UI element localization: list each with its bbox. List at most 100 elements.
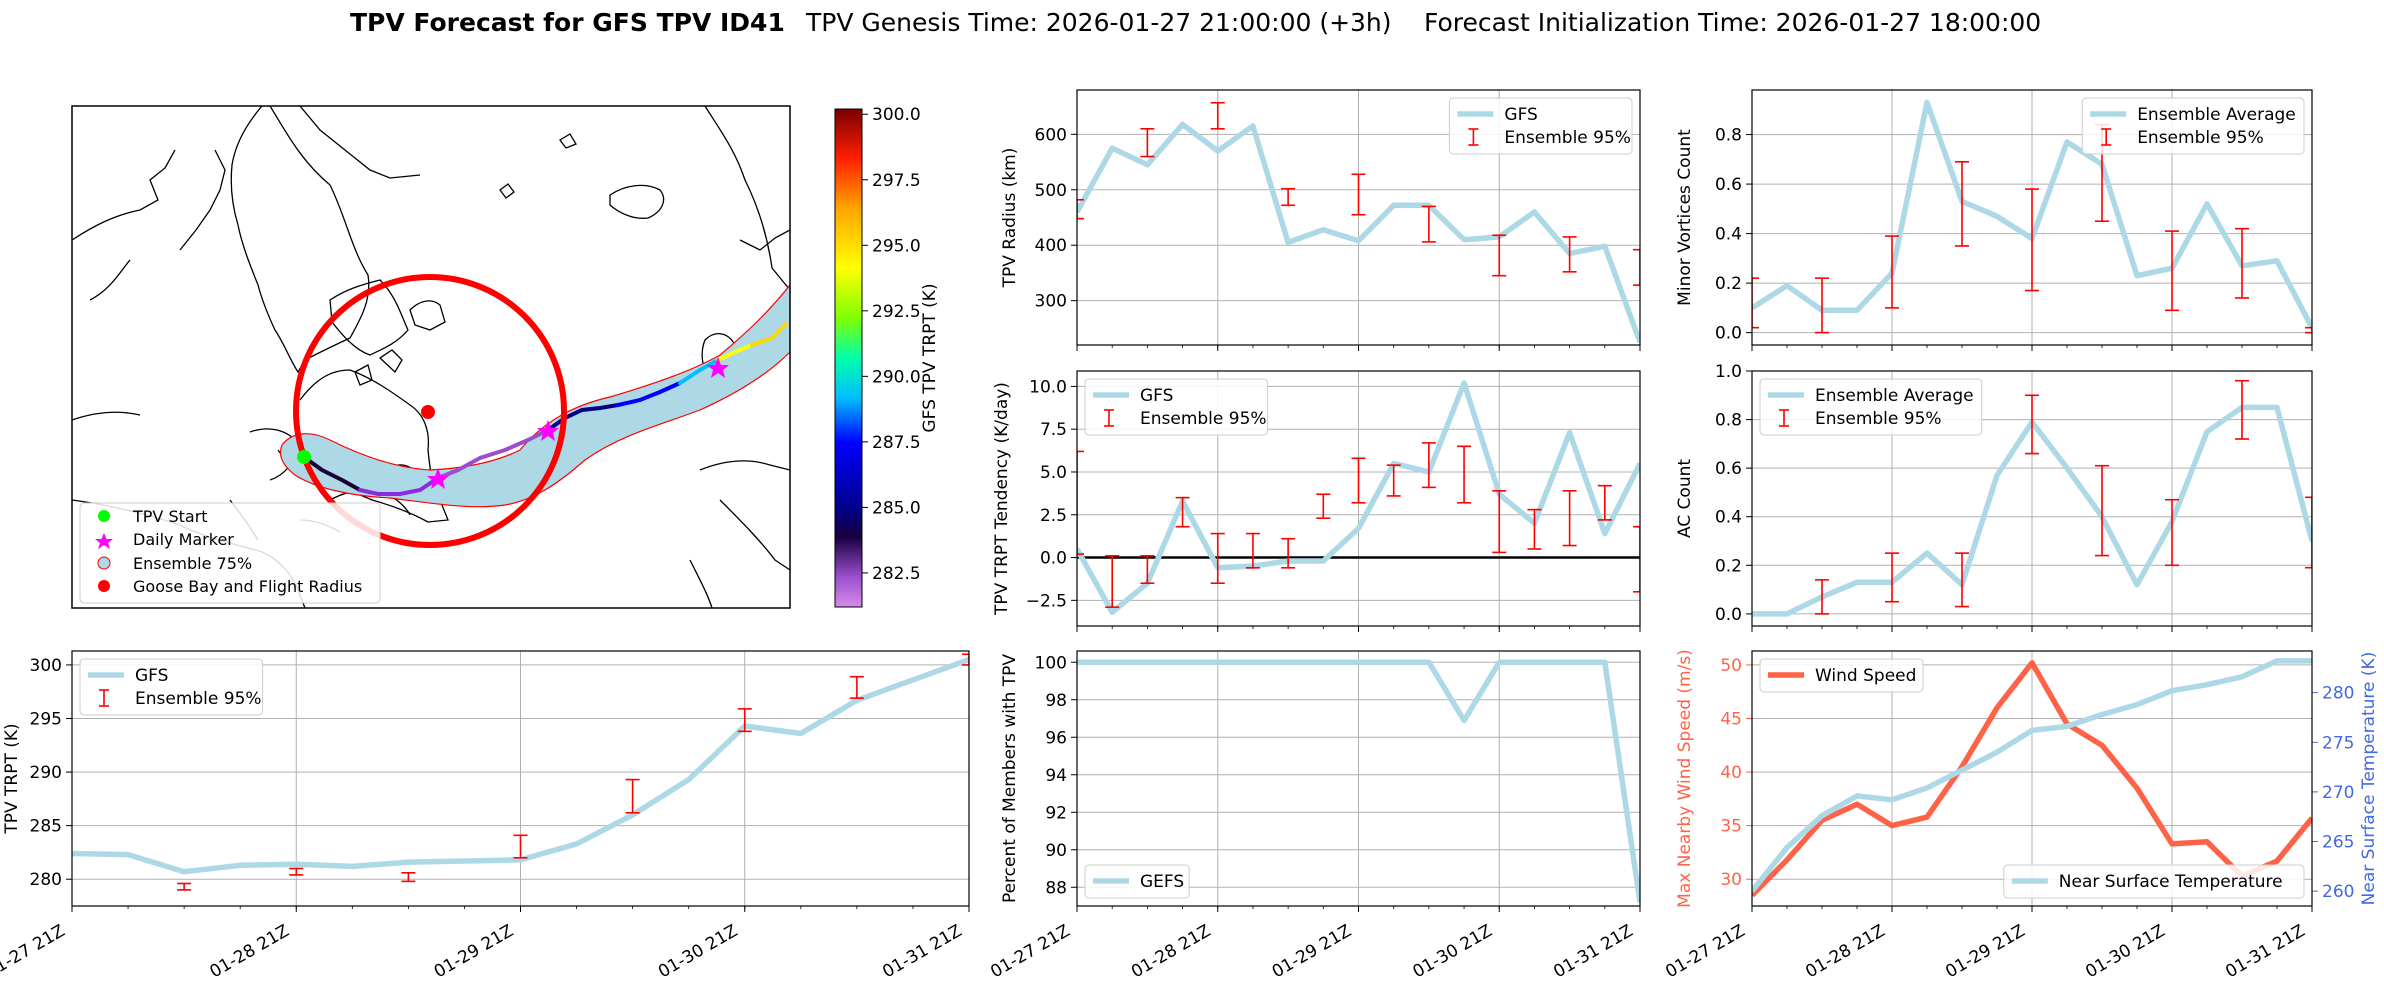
x-tick-label: 01-29 21Z	[1269, 921, 1355, 982]
error-bar	[1492, 234, 1507, 277]
y-axis-label: TPV TRPT Tendency (K/day)	[992, 382, 1012, 616]
y-right-tick-label: 265	[2322, 833, 2354, 853]
error-bar	[1815, 277, 1829, 334]
chart-trpt: 01-27 21Z 01-28 21Z 01-29 21Z 01-30 21Z 01-3…	[0, 650, 970, 982]
plot-frame	[1076, 89, 1641, 346]
legend-label: GFS	[1504, 105, 1537, 125]
plot-frame	[1076, 370, 1641, 627]
goose-bay-marker	[421, 405, 435, 419]
y-axis-label: AC Count	[1675, 459, 1695, 538]
y-tick-label: 5.0	[1040, 463, 1067, 483]
error-bar	[1140, 128, 1155, 158]
legend: Ensemble Average Ensemble 95%	[2081, 97, 2305, 155]
error-bar	[1633, 248, 1640, 286]
y-axis-label: Minor Vortices Count	[1675, 129, 1695, 306]
goose-bay-radius	[293, 274, 567, 548]
y-tick-label: 0.4	[1715, 508, 1742, 528]
y-tick-label: 1.0	[1715, 362, 1742, 382]
legend: GFS Ensemble 95%	[1084, 378, 1269, 436]
init-time: Forecast Initialization Time: 2026-01-27…	[1424, 8, 2041, 37]
y-tick-label: 290	[30, 763, 62, 783]
y-tick-label: 45	[1720, 710, 1742, 730]
error-bar	[1175, 496, 1190, 528]
error-bar	[625, 778, 640, 814]
y-tick-label: 35	[1720, 817, 1742, 837]
y-tick-label: 88	[1045, 878, 1067, 898]
series-group	[72, 657, 969, 875]
legend: GFS Ensemble 95%	[1448, 97, 1633, 155]
colorbar-tick-label: 295.0	[872, 236, 921, 256]
y-tick-label: 600	[1035, 125, 1067, 145]
daily-markers	[427, 357, 729, 489]
y-tick-label: 0.6	[1715, 175, 1742, 195]
error-bar	[1386, 464, 1401, 497]
colorbar-label: GFS TPV TRPT (K)	[920, 283, 940, 432]
legend: Wind Speed	[1759, 658, 1924, 693]
y-tick-label: 0.8	[1715, 126, 1742, 146]
tpv-track	[302, 322, 788, 496]
y-tick-label: 285	[30, 817, 62, 837]
error-bar	[2235, 379, 2249, 440]
error-bar	[2305, 326, 2312, 334]
colorbar-tick-label: 285.0	[872, 498, 921, 518]
y-tick-label: 400	[1035, 236, 1067, 256]
plot-frame	[1076, 650, 1641, 907]
error-bar	[1077, 198, 1084, 220]
error-bar	[2165, 498, 2179, 567]
error-bar	[1633, 525, 1640, 593]
y-axis-label: Max Nearby Wind Speed (m/s)	[1675, 649, 1695, 908]
legend-label: Ensemble Average	[2137, 105, 2296, 125]
x-tick-label: 01-28 21Z	[1128, 921, 1214, 982]
y-tick-label: 0.4	[1715, 225, 1742, 245]
x-tick-label: 01-30 21Z	[655, 921, 741, 982]
y-axis-label: TPV TRPT (K)	[2, 723, 22, 834]
legend-label: Ensemble 95%	[1815, 409, 1942, 429]
error-bar	[1140, 555, 1155, 585]
charts: 300 400 500 600 TPV Radius (km) GFS Ensemble 9…	[0, 89, 2379, 982]
colorbar-tick-label: 292.5	[872, 302, 921, 322]
legend-label: Near Surface Temperature	[2059, 872, 2283, 892]
plot-frame	[1751, 89, 2313, 346]
y-tick-label: 300	[1035, 292, 1067, 312]
error-bar	[513, 834, 528, 859]
error-bar	[1492, 489, 1507, 554]
error-bar	[1955, 160, 1969, 247]
y-tick-label: 94	[1045, 766, 1067, 786]
map-legend: TPV Start Daily Marker Ensemble 75% Goos…	[79, 502, 381, 604]
error-bar	[2165, 230, 2179, 312]
error-bar	[1815, 579, 1829, 615]
error-bar	[1421, 205, 1436, 243]
legend-label: GFS	[1140, 386, 1173, 406]
error-bar	[1955, 552, 1969, 608]
error-bar	[1885, 235, 1899, 309]
error-bar	[2305, 496, 2312, 569]
x-tick-label: 01-27 21Z	[1662, 921, 1748, 982]
error-bar	[2025, 394, 2039, 455]
error-bar	[1281, 187, 1296, 207]
error-bar	[1210, 101, 1225, 130]
y-tick-label: 0.2	[1715, 556, 1742, 576]
error-bar	[1077, 450, 1084, 555]
x-tick-label: 01-27 21Z	[987, 921, 1073, 982]
legend: Ensemble Average Ensemble 95%	[1759, 378, 1983, 436]
y-tick-label: 96	[1045, 728, 1067, 748]
legend: GFS Ensemble 95%	[79, 658, 264, 716]
x-tick-label: 01-31 21Z	[879, 921, 965, 982]
legend: GEFS	[1084, 864, 1190, 899]
y-tick-label: 0.0	[1040, 549, 1067, 569]
legend-label: Ensemble 95%	[1140, 409, 1267, 429]
chart-wind: 01-27 21Z 01-28 21Z 01-29 21Z 01-30 21Z 01-3…	[1662, 649, 2379, 982]
y-right-tick-label: 270	[2322, 783, 2354, 803]
plot-frame	[71, 650, 970, 907]
chart-percent: 01-27 21Z 01-28 21Z 01-29 21Z 01-30 21Z 01-3…	[987, 650, 1641, 982]
y-tick-label: 500	[1035, 181, 1067, 201]
y-tick-label: 98	[1045, 691, 1067, 711]
error-bar	[1752, 277, 1759, 329]
genesis-time: TPV Genesis Time: 2026-01-27 21:00:00 (+…	[805, 8, 1392, 37]
error-bar	[737, 708, 752, 733]
error-bar	[1597, 484, 1612, 521]
tpv-start-marker	[297, 450, 311, 464]
error-bar	[1105, 555, 1120, 608]
plot-frame	[1751, 650, 2313, 907]
y-right-tick-label: 260	[2322, 882, 2354, 902]
